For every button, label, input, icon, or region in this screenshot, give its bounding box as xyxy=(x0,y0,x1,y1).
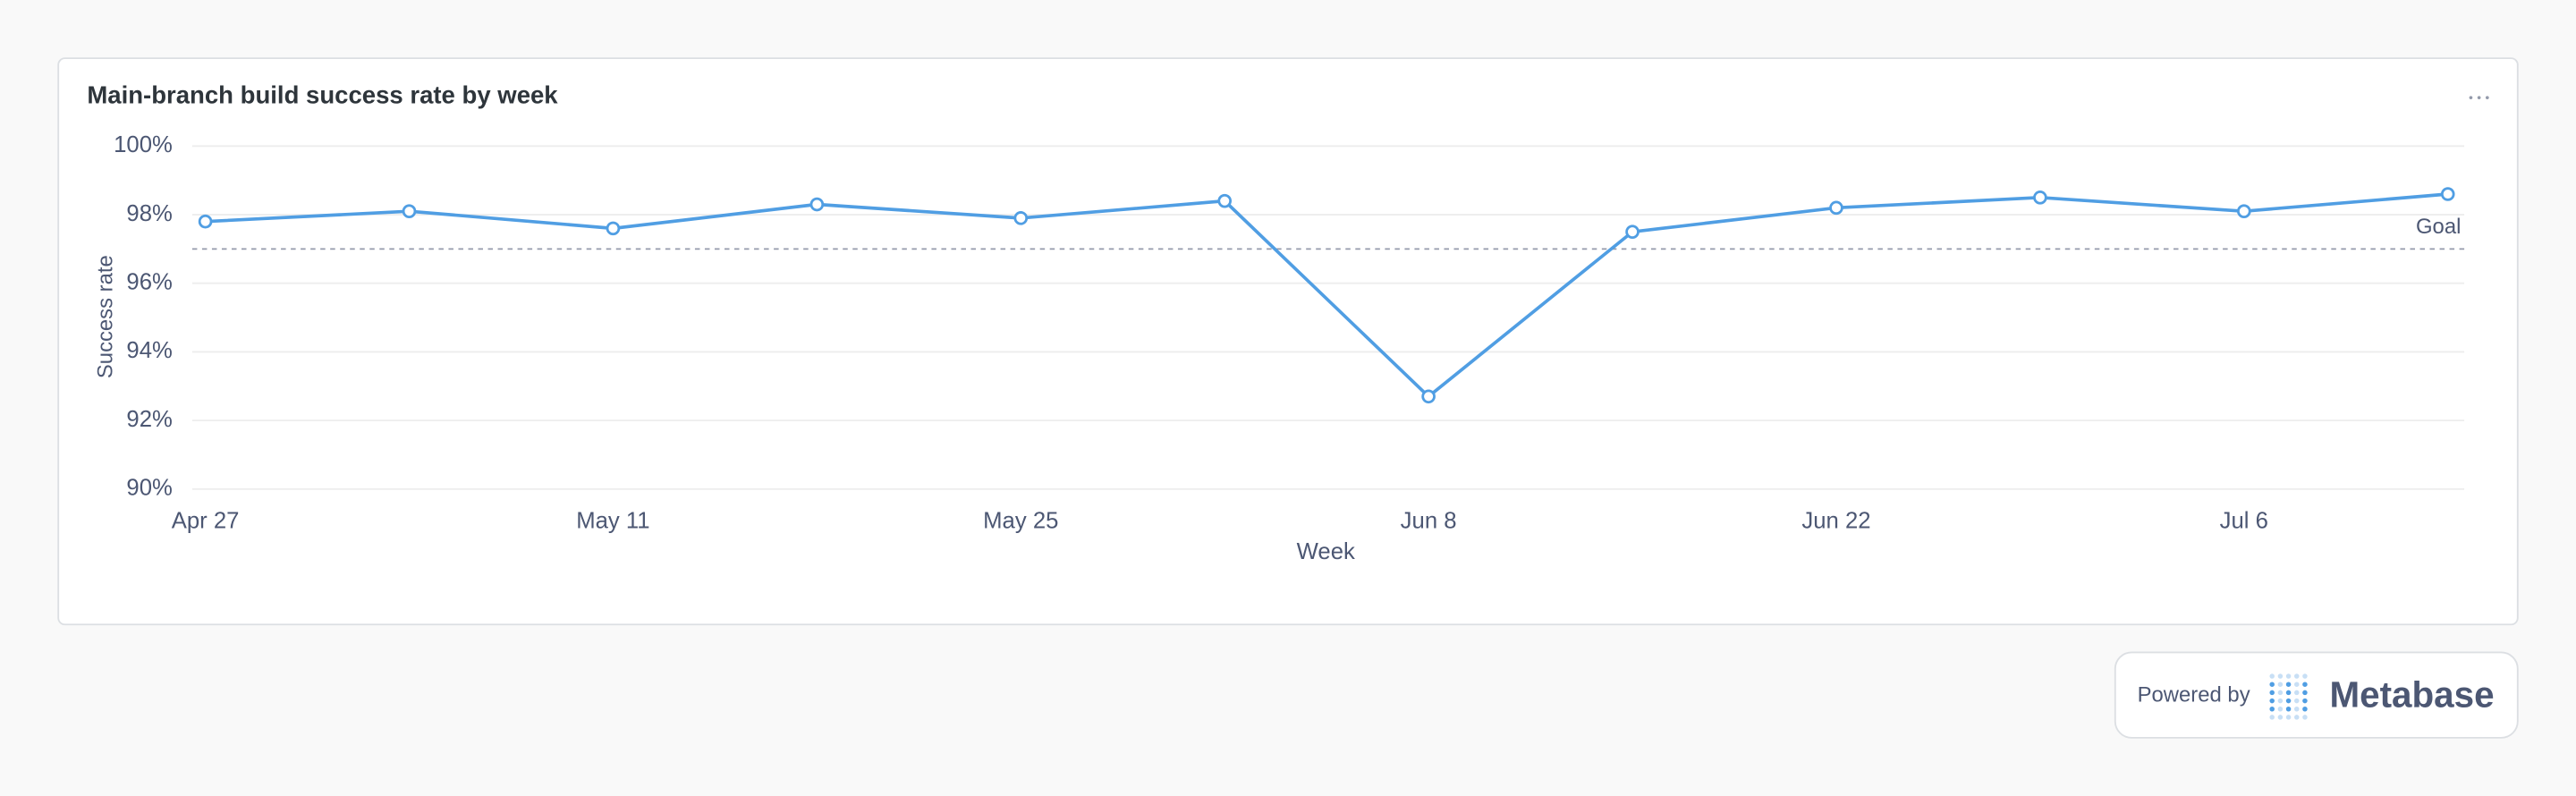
data-point xyxy=(1829,200,1843,216)
logo-dot xyxy=(2302,698,2308,704)
data-point xyxy=(198,214,213,229)
y-tick-label: 96% xyxy=(126,270,172,295)
logo-dot xyxy=(2302,690,2308,696)
x-tick-label: Jun 22 xyxy=(1801,508,1870,533)
logo-dot xyxy=(2294,715,2300,720)
x-tick-label: Apr 27 xyxy=(172,508,240,533)
logo-dot xyxy=(2302,673,2308,679)
logo-dot xyxy=(2294,706,2300,712)
logo-dot xyxy=(2294,682,2300,687)
menu-dot xyxy=(2469,96,2473,100)
data-point xyxy=(2237,204,2251,218)
logo-dot xyxy=(2269,706,2275,712)
logo-dot xyxy=(2277,715,2284,720)
logo-dot xyxy=(2294,690,2300,696)
menu-button[interactable] xyxy=(2469,96,2489,100)
y-tick-label: 94% xyxy=(126,338,172,363)
logo-dot xyxy=(2277,673,2284,679)
logo-dot xyxy=(2294,673,2300,679)
x-axis-label: Week xyxy=(1297,539,1355,564)
data-point xyxy=(1625,224,1640,239)
data-point xyxy=(402,204,417,218)
logo-dot xyxy=(2285,690,2292,696)
y-axis-label: Success rate xyxy=(94,255,118,378)
y-tick-label: 92% xyxy=(126,407,172,432)
logo-dot xyxy=(2277,682,2284,687)
x-tick-label: May 25 xyxy=(983,508,1058,533)
x-tick-label: Jul 6 xyxy=(2220,508,2268,533)
logo-dot xyxy=(2285,698,2292,704)
chart-title: Main-branch build success rate by week xyxy=(87,81,558,109)
x-tick-label: May 11 xyxy=(576,508,649,533)
logo-dot xyxy=(2277,690,2284,696)
logo-dot xyxy=(2269,673,2275,679)
plot: 90% 92% 94% 96% 98% 100% Apr 27 May 11 May 25 Jun… xyxy=(114,132,2465,533)
y-tick-label: 100% xyxy=(114,132,173,157)
y-tick-label: 90% xyxy=(126,476,172,501)
powered-by-badge[interactable] xyxy=(2114,651,2519,739)
data-point xyxy=(2033,191,2047,205)
data-point xyxy=(1421,389,1436,404)
logo-dot xyxy=(2285,682,2292,687)
menu-dot xyxy=(2477,96,2481,100)
logo-dot xyxy=(2294,698,2300,704)
metabase-logo xyxy=(2269,673,2308,720)
data-point xyxy=(1013,211,1029,225)
data-point xyxy=(809,197,825,212)
logo-dot xyxy=(2277,706,2284,712)
menu-dot xyxy=(2485,96,2489,100)
card xyxy=(57,57,2519,626)
logo-dot xyxy=(2285,673,2292,679)
data-point xyxy=(2440,187,2455,201)
x-tick-label: Jun 8 xyxy=(1401,508,1457,533)
logo-dot xyxy=(2302,706,2308,712)
series-line xyxy=(205,192,2448,399)
logo-dot xyxy=(2285,715,2292,720)
logo-dot xyxy=(2302,715,2308,720)
data-point xyxy=(606,221,621,236)
logo-dot xyxy=(2269,715,2275,720)
y-tick-label: 98% xyxy=(126,201,172,226)
logo-dot xyxy=(2269,682,2275,687)
logo-dot xyxy=(2269,690,2275,696)
brand-name: Metabase xyxy=(2329,674,2494,716)
powered-by-text: Powered by xyxy=(2138,682,2250,707)
logo-dot xyxy=(2269,698,2275,704)
data-point xyxy=(1217,193,1233,208)
logo-dot xyxy=(2285,706,2292,712)
logo-dot xyxy=(2277,698,2284,704)
logo-dot xyxy=(2302,682,2308,687)
goal-label: Goal xyxy=(2416,215,2461,239)
